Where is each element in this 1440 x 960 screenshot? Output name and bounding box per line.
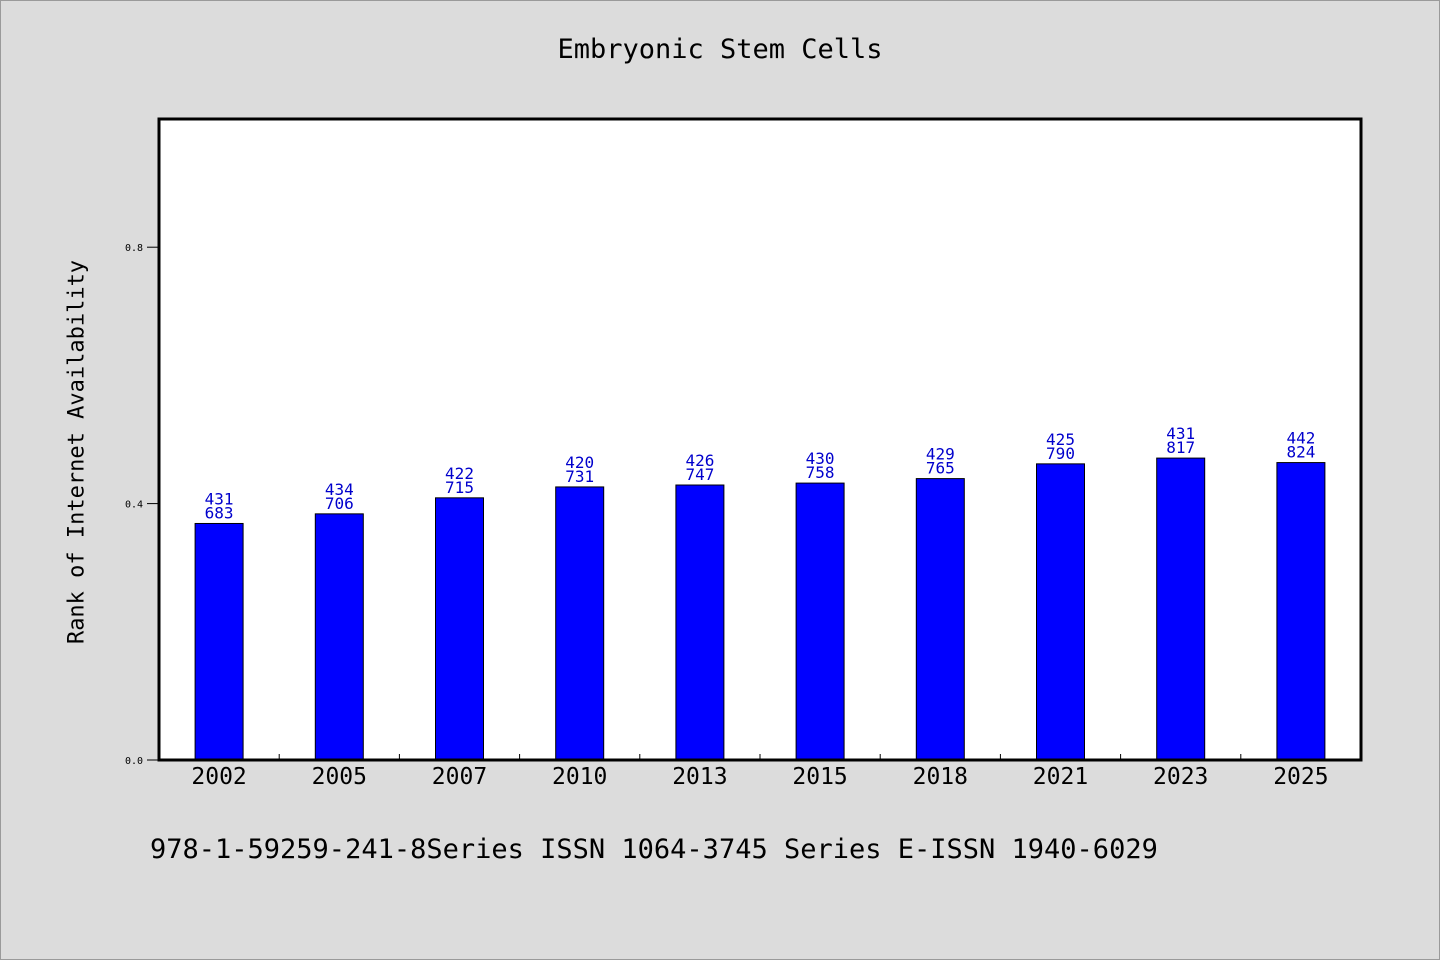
- bar-data-label: 747: [685, 465, 714, 484]
- bar: [1156, 457, 1206, 761]
- x-tick-label: 2018: [913, 764, 968, 790]
- bar-data-label: 731: [565, 467, 594, 486]
- bar-data-label: 824: [1286, 443, 1315, 462]
- bar: [1276, 462, 1326, 761]
- bar-data-label: 442: [1286, 429, 1315, 448]
- data-labels: 4316834347064227154207314267474307584297…: [205, 424, 1316, 522]
- y-tick-label: 0.4: [125, 500, 143, 511]
- y-tick-label: 0.0: [125, 756, 143, 767]
- bar-data-label: 706: [325, 494, 354, 513]
- x-axis-ticks: 2002 2005 2007 2010 2013 2015 2018 2021 2023 2025: [191, 754, 1329, 790]
- bar-data-label: 790: [1046, 444, 1075, 463]
- bar: [555, 486, 605, 761]
- x-tick-label: 2010: [552, 764, 607, 790]
- bar-data-label: 431: [205, 489, 234, 508]
- bar-data-label: 683: [205, 503, 234, 522]
- x-tick-label: 2021: [1033, 764, 1088, 790]
- bar: [675, 484, 725, 761]
- plot-border: [157, 117, 1363, 762]
- x-tick-label: 2007: [432, 764, 487, 790]
- bar-data-label: 817: [1166, 438, 1195, 457]
- bar-data-label: 431: [1166, 424, 1195, 443]
- x-tick-label: 2002: [191, 764, 246, 790]
- x-tick-label: 2023: [1153, 764, 1208, 790]
- x-tick-label: 2015: [792, 764, 847, 790]
- bar-data-label: 430: [806, 449, 835, 468]
- bar: [1036, 463, 1085, 761]
- bar-data-label: 422: [445, 464, 474, 483]
- bar: [915, 478, 965, 761]
- bar-data-label: 715: [445, 478, 474, 497]
- bars: [194, 457, 1326, 761]
- bar: [795, 482, 845, 761]
- bar-data-label: 765: [926, 459, 955, 478]
- y-tick-label: 0.8: [125, 243, 143, 254]
- bar: [435, 497, 484, 761]
- bar-data-label: 420: [565, 453, 594, 472]
- bar: [194, 522, 244, 761]
- footer-isbn-text: 978-1-59259-241-8Series ISSN 1064-3745 S…: [150, 834, 1158, 865]
- bar-data-label: 434: [325, 480, 354, 499]
- bar-data-label: 758: [806, 463, 835, 482]
- x-tick-label: 2025: [1273, 764, 1328, 790]
- bar-data-label: 425: [1046, 430, 1075, 449]
- x-tick-label: 2013: [672, 764, 727, 790]
- chart-title: Embryonic Stem Cells: [557, 34, 883, 65]
- y-axis-ticks: 0.0 0.4 0.8: [125, 243, 159, 767]
- bar-data-label: 426: [685, 451, 714, 470]
- bar-data-label: 429: [926, 445, 955, 464]
- x-tick-label: 2005: [312, 764, 367, 790]
- bar: [314, 513, 364, 761]
